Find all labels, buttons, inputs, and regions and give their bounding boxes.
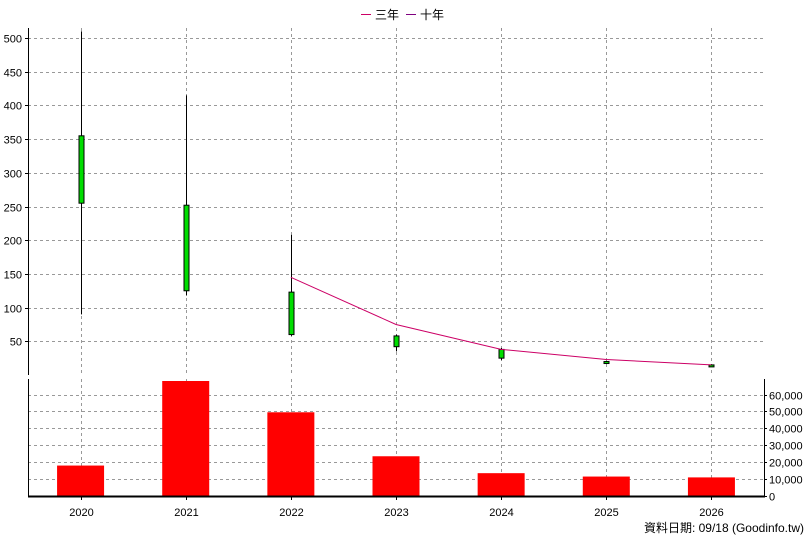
price-candles xyxy=(78,31,715,368)
volume-tick-label: 40,000 xyxy=(769,424,803,436)
volume-y-axis: 0 10,000 20,000 30,000 40,000 50,000 60,000 xyxy=(764,391,803,504)
volume-tick-label: 20,000 xyxy=(769,458,803,470)
candle-body-2023 xyxy=(393,335,400,348)
x-tick-label: 2024 xyxy=(489,507,513,519)
average-lines xyxy=(290,276,712,366)
candle-body-2021 xyxy=(183,204,190,292)
volume-bar-2023 xyxy=(372,456,420,496)
volume-bar-2024 xyxy=(477,473,525,496)
x-tick-label: 2026 xyxy=(699,507,723,519)
price-tick-label: 400 xyxy=(4,101,22,113)
legend: 三年 十年 xyxy=(361,8,444,22)
volume-bar-2021 xyxy=(162,381,210,496)
x-tick-label: 2023 xyxy=(384,507,408,519)
volume-bar-2022 xyxy=(267,412,315,496)
volume-tick-label: 0 xyxy=(769,492,775,504)
data-date-footer: 資料日期: 09/18 (Goodinfo.tw) xyxy=(643,521,804,535)
volume-bar-2026 xyxy=(687,477,735,496)
x-tick-label: 2020 xyxy=(69,507,93,519)
price-tick-label: 250 xyxy=(4,203,22,215)
legend-label-三年: 三年 xyxy=(375,8,399,22)
price-y-axis: 50 100 150 200 250 300 350 400 450 500 xyxy=(4,34,28,349)
volume-tick-label: 30,000 xyxy=(769,441,803,453)
price-grid xyxy=(28,28,764,375)
price-tick-label: 300 xyxy=(4,169,22,181)
price-tick-label: 50 xyxy=(10,337,22,349)
price-tick-label: 350 xyxy=(4,135,22,147)
candle-body-2020 xyxy=(78,135,85,204)
price-tick-label: 100 xyxy=(4,304,22,316)
price-tick-label: 450 xyxy=(4,68,22,80)
x-axis: 2020 2021 2022 2023 2024 2025 2026 xyxy=(69,496,724,519)
price-tick-label: 200 xyxy=(4,236,22,248)
plot-frame xyxy=(28,28,765,498)
volume-tick-label: 60,000 xyxy=(769,391,803,403)
legend-label-十年: 十年 xyxy=(420,8,444,22)
price-tick-label: 150 xyxy=(4,270,22,282)
series-line-三年 xyxy=(290,276,712,366)
volume-tick-label: 10,000 xyxy=(769,475,803,487)
candle-body-2022 xyxy=(288,291,295,336)
x-tick-label: 2022 xyxy=(279,507,303,519)
candle-body-2024 xyxy=(498,348,505,359)
volume-bar-2020 xyxy=(57,465,105,496)
volume-bars xyxy=(57,381,735,496)
price-tick-label: 500 xyxy=(4,34,22,46)
volume-tick-label: 50,000 xyxy=(769,407,803,419)
candle-body-2026 xyxy=(708,364,715,368)
volume-bar-2025 xyxy=(582,476,630,496)
x-tick-label: 2021 xyxy=(174,507,198,519)
candle-body-2025 xyxy=(603,361,610,365)
x-tick-label: 2025 xyxy=(594,507,618,519)
